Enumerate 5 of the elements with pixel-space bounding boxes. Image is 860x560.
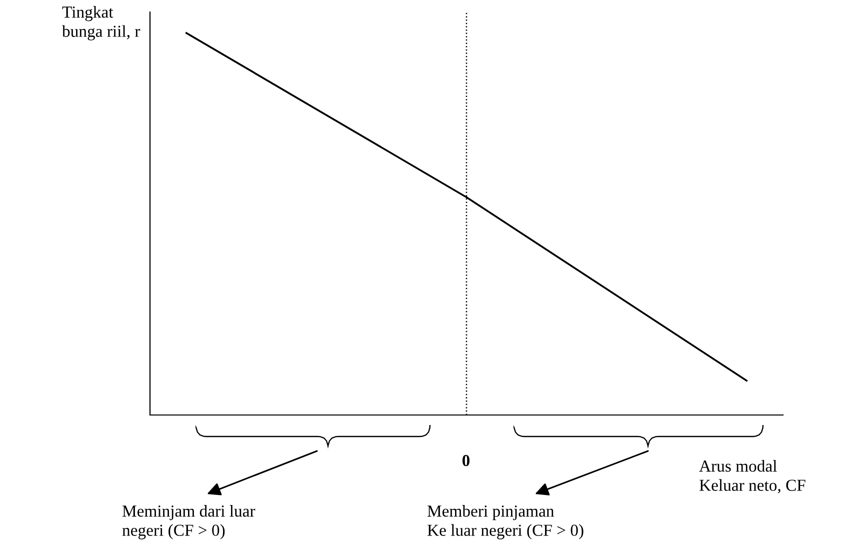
text: Memberi pinjaman Ke luar negeri (CF > 0): [427, 505, 584, 540]
text: 0: [462, 454, 470, 466]
x-axis-title: Arus modal Keluar neto, CF: [699, 460, 806, 494]
text: Meminjam dari luar negeri (CF > 0): [122, 505, 256, 540]
y-axis-title: Tingkat bunga riil, r: [62, 6, 140, 40]
